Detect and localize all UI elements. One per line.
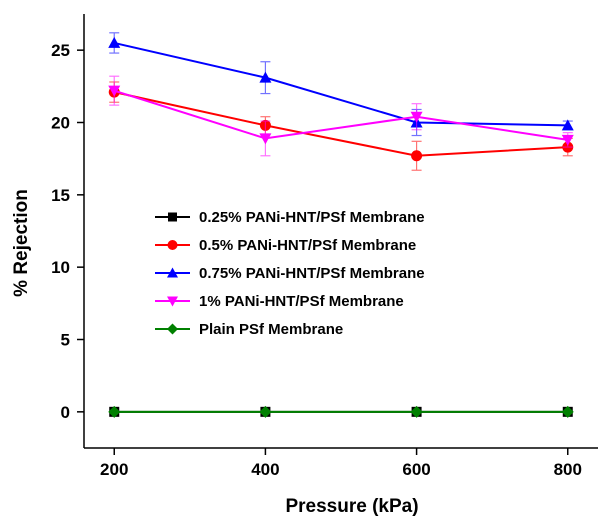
- y-tick-label: 15: [51, 186, 70, 205]
- y-tick-label: 0: [61, 403, 70, 422]
- x-axis-title: Pressure (kPa): [285, 496, 418, 517]
- x-axis-ticks: 200 400 600 800: [100, 448, 582, 479]
- data-point: [410, 111, 423, 123]
- legend-item: 1% PANi-HNT/PSf Membrane: [155, 293, 404, 310]
- data-point: [410, 405, 423, 418]
- series-line: [114, 41, 568, 127]
- series-line: [113, 89, 568, 141]
- legend-marker: [167, 267, 178, 278]
- legend-item: 0.25% PANi-HNT/PSf Membrane: [155, 209, 425, 226]
- legend-marker: [167, 240, 178, 250]
- legend-label: 0.75% PANi-HNT/PSf Membrane: [199, 265, 425, 282]
- data-point: [561, 119, 574, 131]
- legend-marker: [167, 323, 178, 335]
- series-layer: [108, 32, 574, 418]
- data-point: [411, 150, 423, 162]
- legend-marker: [167, 296, 178, 307]
- data-point: [561, 134, 574, 146]
- legend-label: 1% PANi-HNT/PSf Membrane: [199, 293, 404, 310]
- data-point: [108, 85, 121, 97]
- legend-label: 0.5% PANi-HNT/PSf Membrane: [199, 237, 416, 254]
- data-point: [561, 405, 574, 418]
- y-axis-ticks: 0 5 10 15 20 25: [51, 41, 84, 422]
- data-point: [259, 71, 272, 83]
- legend-label: 0.25% PANi-HNT/PSf Membrane: [199, 209, 425, 226]
- x-tick-label: 600: [402, 460, 430, 479]
- x-tick-label: 400: [251, 460, 279, 479]
- series-2: [108, 81, 574, 171]
- y-tick-label: 10: [51, 258, 70, 277]
- legend: 0.25% PANi-HNT/PSf Membrane 0.5% PANi-HNT…: [155, 209, 425, 338]
- y-tick-label: 25: [51, 41, 70, 60]
- y-tick-label: 20: [51, 114, 70, 133]
- y-tick-label: 5: [61, 331, 70, 350]
- legend-item: 0.75% PANi-HNT/PSf Membrane: [155, 265, 425, 282]
- data-point: [259, 133, 272, 145]
- x-tick-label: 800: [554, 460, 582, 479]
- legend-item: Plain PSf Membrane: [155, 321, 343, 338]
- series-4: [108, 75, 574, 157]
- legend-marker: [168, 212, 177, 222]
- legend-label: Plain PSf Membrane: [199, 321, 343, 338]
- data-point: [108, 405, 121, 418]
- y-axis-title: % Rejection: [11, 189, 32, 297]
- series-3: [108, 32, 574, 137]
- plot-frame: [83, 14, 598, 449]
- series-line: [114, 91, 568, 157]
- series-5: [108, 405, 574, 418]
- legend-item: 0.5% PANi-HNT/PSf Membrane: [155, 237, 416, 254]
- data-point: [259, 405, 272, 418]
- data-point: [108, 36, 121, 48]
- x-tick-label: 200: [100, 460, 128, 479]
